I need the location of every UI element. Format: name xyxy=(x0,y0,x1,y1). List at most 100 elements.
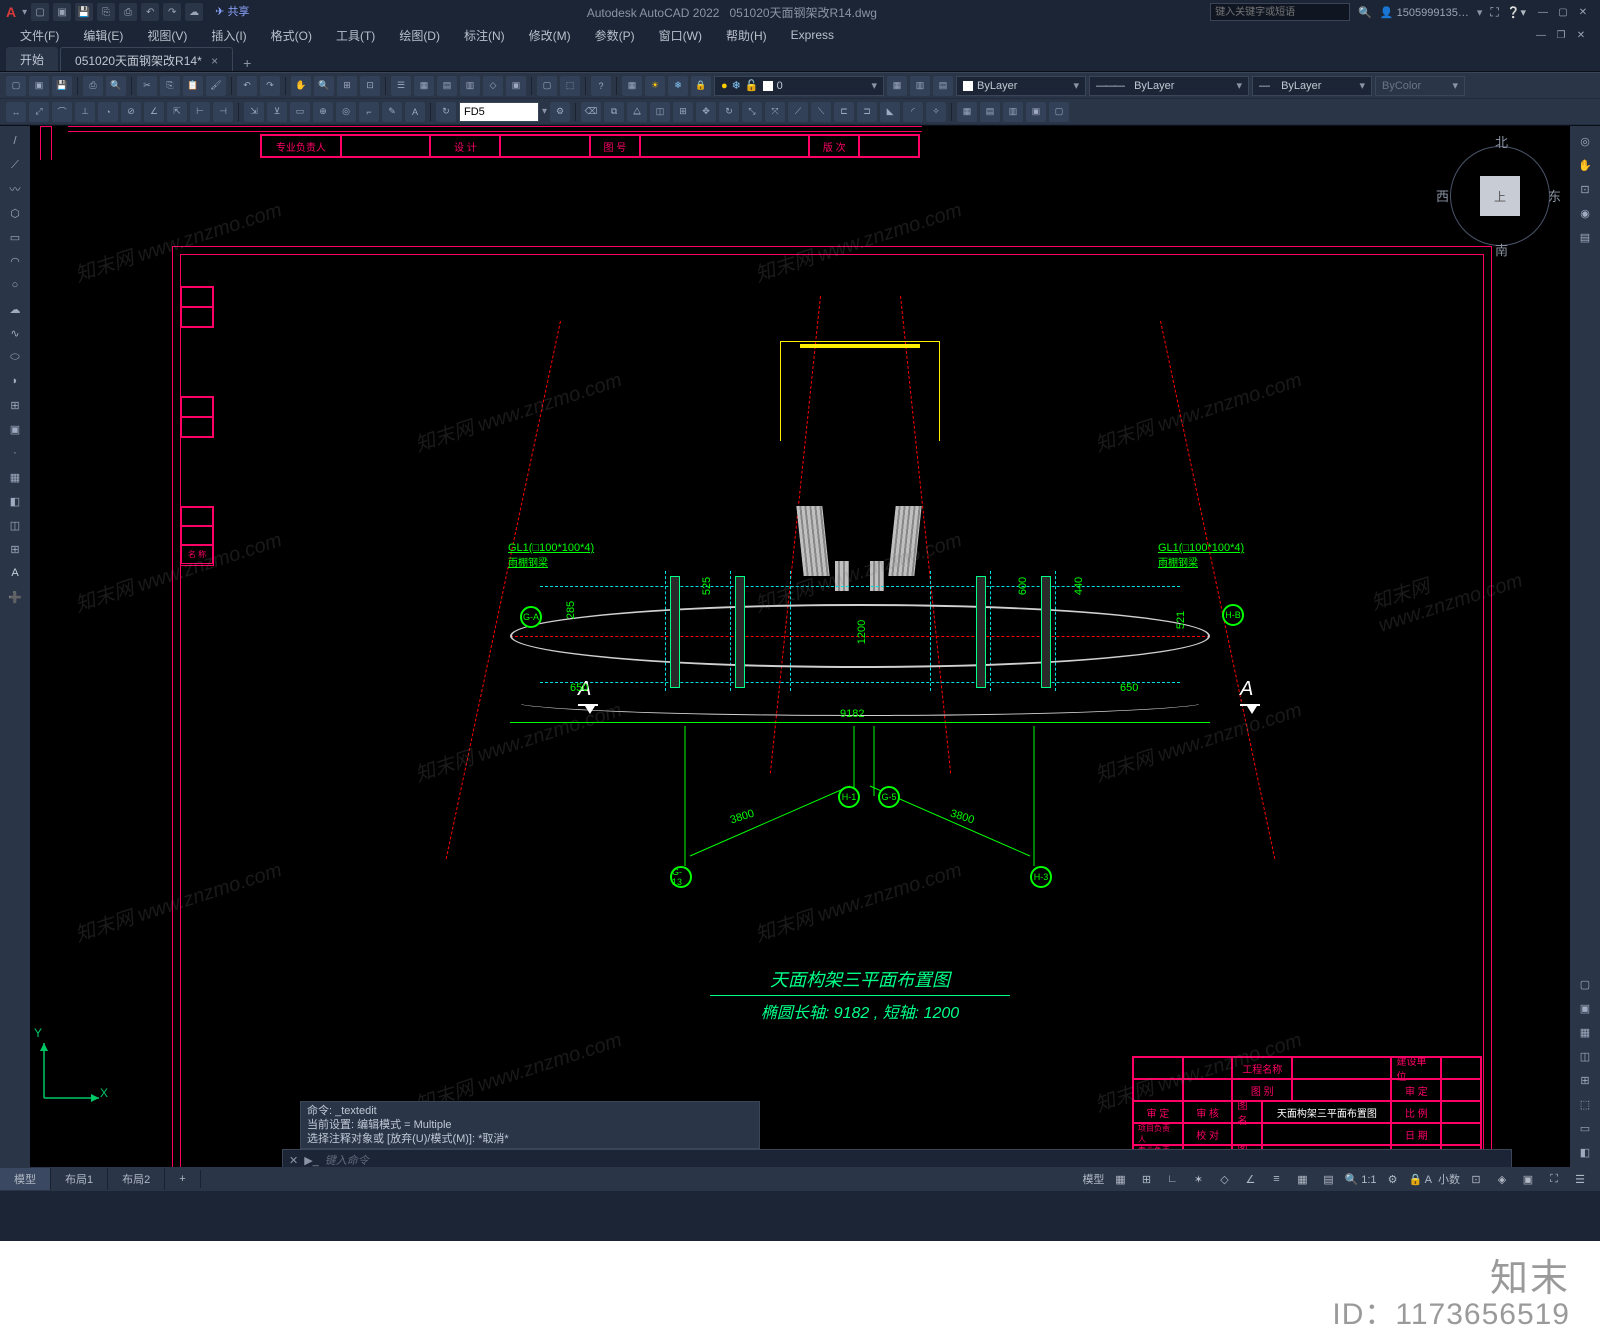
tool-polygon-icon[interactable]: ⬡ xyxy=(2,202,28,224)
rb-preview-icon[interactable]: 🔍 xyxy=(106,76,126,96)
dim-ang-icon[interactable]: ∠ xyxy=(144,102,164,122)
status-otrack-icon[interactable]: ∠ xyxy=(1240,1170,1260,1188)
drawing-canvas[interactable]: 专业负责人 设 计 图 号 版 次 xyxy=(30,126,1570,1191)
mod-explode-icon[interactable]: ✧ xyxy=(926,102,946,122)
status-hw-icon[interactable]: ▣ xyxy=(1518,1170,1538,1188)
menu-tools[interactable]: 工具(T) xyxy=(326,25,385,46)
rb-prop-icon[interactable]: ☰ xyxy=(391,76,411,96)
rb-open-icon[interactable]: ▣ xyxy=(29,76,49,96)
status-custom-icon[interactable]: ☰ xyxy=(1570,1170,1590,1188)
doc-restore-button[interactable]: ❐ xyxy=(1552,28,1570,42)
mod-move-icon[interactable]: ✥ xyxy=(696,102,716,122)
status-osnap-icon[interactable]: ◇ xyxy=(1214,1170,1234,1188)
menu-format[interactable]: 格式(O) xyxy=(261,25,322,46)
status-mode[interactable]: 模型 xyxy=(1082,1171,1104,1187)
share-link[interactable]: ✈ 共享 xyxy=(215,3,249,21)
tool-circle-icon[interactable]: ○ xyxy=(2,274,28,296)
rb-pan-icon[interactable]: ✋ xyxy=(291,76,311,96)
rb-paste-icon[interactable]: 📋 xyxy=(183,76,203,96)
rb-redo2-icon[interactable]: ↷ xyxy=(260,76,280,96)
tool-earc-icon[interactable]: ◗ xyxy=(2,370,28,392)
dim-update-icon[interactable]: ↻ xyxy=(436,102,456,122)
menu-modify[interactable]: 修改(M) xyxy=(519,25,581,46)
dim-aligned-icon[interactable]: ⤢ xyxy=(29,102,49,122)
status-lwt-icon[interactable]: ≡ xyxy=(1266,1170,1286,1188)
menu-insert[interactable]: 插入(I) xyxy=(201,25,256,46)
tool-revcloud-icon[interactable]: ☁ xyxy=(2,298,28,320)
status-ortho-icon[interactable]: ∟ xyxy=(1162,1170,1182,1188)
dim-style-icon[interactable]: ⚙ xyxy=(550,102,570,122)
doc-minimize-button[interactable]: — xyxy=(1532,28,1550,42)
menu-express[interactable]: Express xyxy=(781,26,844,44)
rb-zoomw-icon[interactable]: ⊞ xyxy=(337,76,357,96)
rb-laytool2-icon[interactable]: ▥ xyxy=(910,76,930,96)
nav-zoomext-icon[interactable]: ⊡ xyxy=(1572,178,1598,200)
mod-t1-icon[interactable]: ▦ xyxy=(957,102,977,122)
rb-print-icon[interactable]: ⎙ xyxy=(83,76,103,96)
tool-hatch-icon[interactable]: ▦ xyxy=(2,466,28,488)
status-units[interactable]: 小数 xyxy=(1438,1171,1460,1187)
mod-offset-icon[interactable]: ◫ xyxy=(650,102,670,122)
user-chip[interactable]: 👤 1505999135… xyxy=(1380,6,1469,19)
rb-cut-icon[interactable]: ✂ xyxy=(137,76,157,96)
dim-cont-icon[interactable]: ⊣ xyxy=(213,102,233,122)
qat-open-icon[interactable]: ▣ xyxy=(53,3,71,21)
tool-rect-icon[interactable]: ▭ xyxy=(2,226,28,248)
status-scale[interactable]: 🔍 1:1 xyxy=(1344,1173,1376,1186)
menu-view[interactable]: 视图(V) xyxy=(137,25,197,46)
menu-window[interactable]: 窗口(W) xyxy=(649,25,712,46)
qat-saveas-icon[interactable]: ⎘ xyxy=(97,3,115,21)
nav-t4-icon[interactable]: ◫ xyxy=(1572,1045,1598,1067)
status-snap-icon[interactable]: ⊞ xyxy=(1136,1170,1156,1188)
rb-lock-icon[interactable]: 🔒 xyxy=(691,76,711,96)
qat-redo-icon[interactable]: ↷ xyxy=(163,3,181,21)
status-trans-icon[interactable]: ▦ xyxy=(1292,1170,1312,1188)
mod-fillet-icon[interactable]: ◜ xyxy=(903,102,923,122)
status-ws-icon[interactable]: ⊡ xyxy=(1466,1170,1486,1188)
rb-zoome-icon[interactable]: ⊡ xyxy=(360,76,380,96)
tab-add-button[interactable]: + xyxy=(235,55,259,71)
dim-dia-icon[interactable]: ⊘ xyxy=(121,102,141,122)
menu-draw[interactable]: 绘图(D) xyxy=(389,25,450,46)
nav-t7-icon[interactable]: ▭ xyxy=(1572,1117,1598,1139)
rb-ext-icon[interactable]: ⬚ xyxy=(560,76,580,96)
status-anno-icon[interactable]: ⚙ xyxy=(1383,1170,1403,1188)
lineweight-dropdown[interactable]: — ByLayer▾ xyxy=(1252,76,1372,96)
tool-xline-icon[interactable]: ⟋ xyxy=(2,154,28,176)
qat-undo-icon[interactable]: ↶ xyxy=(141,3,159,21)
status-iso-icon[interactable]: ◈ xyxy=(1492,1170,1512,1188)
dim-tol-icon[interactable]: ▭ xyxy=(290,102,310,122)
tool-block-icon[interactable]: ▣ xyxy=(2,418,28,440)
nav-orbit-icon[interactable]: ◉ xyxy=(1572,202,1598,224)
dim-tedit-icon[interactable]: A xyxy=(405,102,425,122)
rb-zoom-icon[interactable]: 🔍 xyxy=(314,76,334,96)
rb-help2-icon[interactable]: ? xyxy=(591,76,611,96)
nav-t8-icon[interactable]: ◧ xyxy=(1572,1141,1598,1163)
rb-sun-icon[interactable]: ☀ xyxy=(645,76,665,96)
tab-layout1[interactable]: 布局1 xyxy=(51,1168,108,1190)
status-grid-icon[interactable]: ▦ xyxy=(1110,1170,1130,1188)
doc-close-button[interactable]: ✕ xyxy=(1572,28,1590,42)
mod-copy-icon[interactable]: ⧉ xyxy=(604,102,624,122)
mod-t5-icon[interactable]: ▢ xyxy=(1049,102,1069,122)
mod-trim-icon[interactable]: ⟋ xyxy=(788,102,808,122)
rb-undo2-icon[interactable]: ↶ xyxy=(237,76,257,96)
status-qp-icon[interactable]: ▤ xyxy=(1318,1170,1338,1188)
menu-edit[interactable]: 编辑(E) xyxy=(73,25,133,46)
mod-mirror-icon[interactable]: ⧋ xyxy=(627,102,647,122)
rb-layer-icon[interactable]: ▦ xyxy=(622,76,642,96)
rb-copy-icon[interactable]: ⎘ xyxy=(160,76,180,96)
app-menu-icon[interactable]: ⛶ xyxy=(1490,5,1498,20)
mod-scale-icon[interactable]: ⤡ xyxy=(742,102,762,122)
rb-qc-icon[interactable]: ▣ xyxy=(506,76,526,96)
tool-arc-icon[interactable]: ◠ xyxy=(2,250,28,272)
tab-add-layout[interactable]: + xyxy=(165,1170,200,1188)
status-sheet[interactable]: 🔒 A xyxy=(1409,1173,1433,1186)
linetype-dropdown[interactable]: ——— ByLayer▾ xyxy=(1089,76,1249,96)
menu-help[interactable]: 帮助(H) xyxy=(716,25,777,46)
plotstyle-dropdown[interactable]: ByColor▾ xyxy=(1375,76,1465,96)
qat-cloud-icon[interactable]: ☁ xyxy=(185,3,203,21)
tool-point-icon[interactable]: · xyxy=(2,442,28,464)
nav-t2-icon[interactable]: ▣ xyxy=(1572,997,1598,1019)
dim-edit-icon[interactable]: ✎ xyxy=(382,102,402,122)
